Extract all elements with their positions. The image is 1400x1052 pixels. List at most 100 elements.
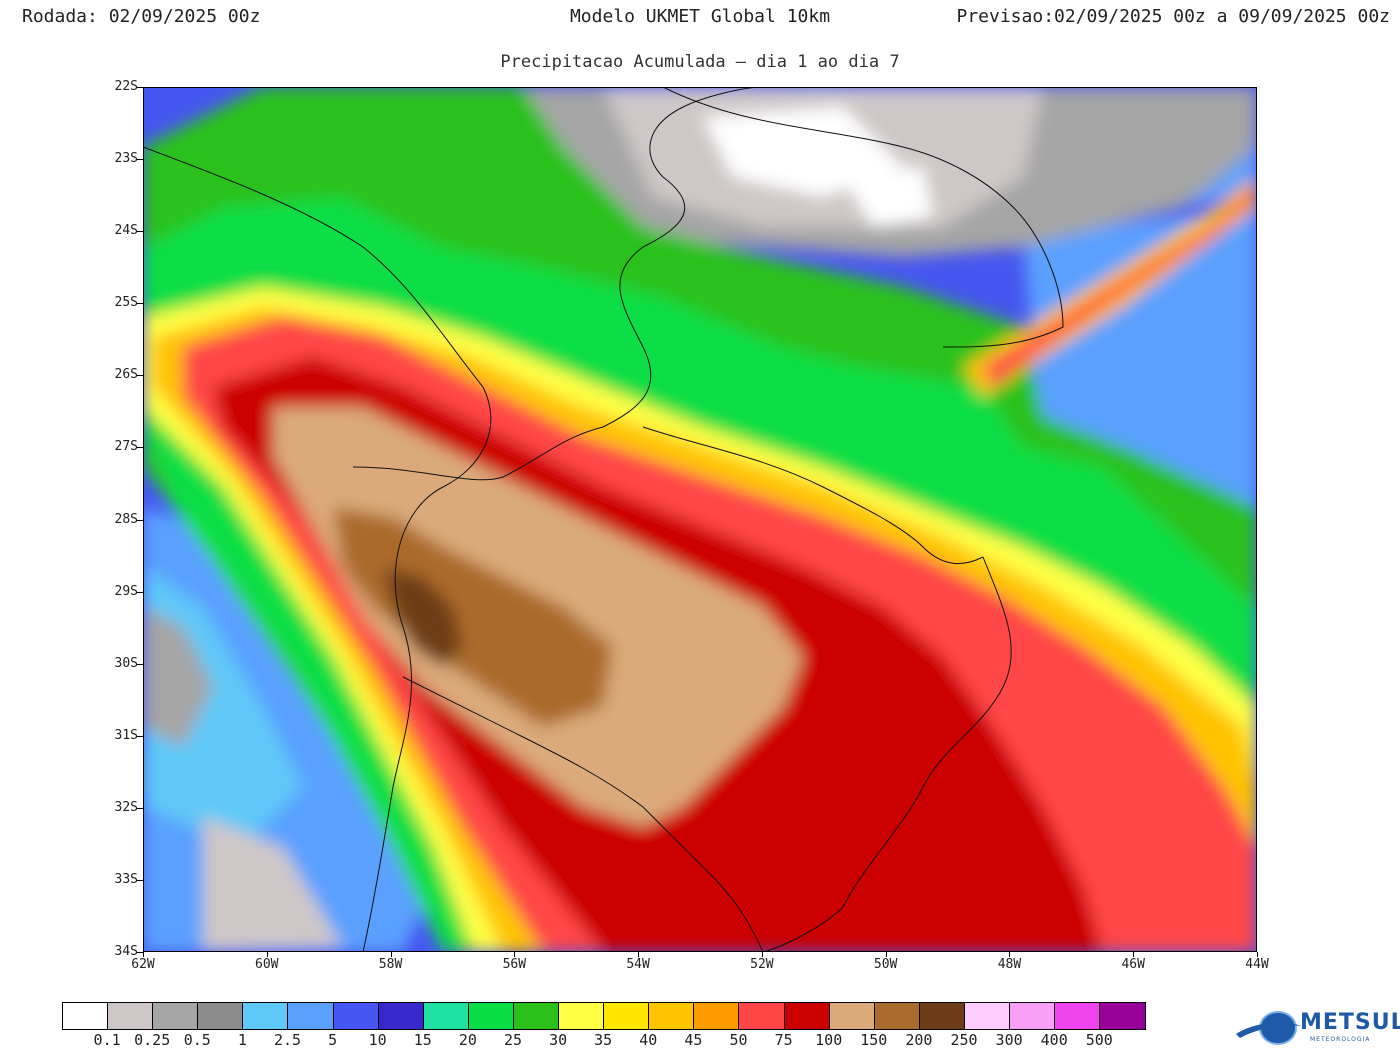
lon-label: 60W <box>255 957 279 972</box>
legend-label: 20 <box>458 1031 477 1049</box>
legend-swatch <box>63 1003 109 1029</box>
legend-swatch <box>604 1003 650 1029</box>
lon-tick <box>514 952 516 957</box>
lon-label: 52W <box>750 957 774 972</box>
legend-swatch <box>378 1003 424 1029</box>
legend-swatch <box>559 1003 605 1029</box>
previsao-label: Previsao:02/09/2025 00z a 09/09/2025 00z <box>957 6 1391 27</box>
lon-tick <box>390 952 392 957</box>
metsul-logo: METSUL METEOROLOGIA <box>1234 1008 1400 1048</box>
previsao-title: Previsao: <box>956 6 1055 27</box>
lon-tick <box>638 952 640 957</box>
lon-tick <box>143 952 144 957</box>
legend-swatch <box>1055 1003 1101 1029</box>
legend-swatch <box>874 1003 920 1029</box>
legend-label: 0.5 <box>183 1031 211 1049</box>
lat-label: 23S <box>114 151 138 167</box>
legend-label: 400 <box>1040 1031 1068 1049</box>
lat-label: 31S <box>114 727 138 743</box>
lat-tick <box>137 231 143 233</box>
legend-swatch <box>288 1003 334 1029</box>
legend-swatch <box>153 1003 199 1029</box>
legend-swatch <box>1009 1003 1056 1029</box>
lon-tick <box>1009 952 1011 957</box>
legend-label: 25 <box>503 1031 523 1049</box>
lat-tick <box>137 663 143 665</box>
lon-label: 46W <box>1121 957 1145 972</box>
legend-swatch <box>784 1003 830 1029</box>
lat-label: 27S <box>114 439 138 455</box>
legend-swatch <box>919 1003 965 1029</box>
lon-label: 56W <box>502 957 527 972</box>
legend-label: 40 <box>639 1031 658 1049</box>
legend-swatch <box>468 1003 514 1029</box>
rodada-label: Rodada: 02/09/2025 00z <box>22 6 260 27</box>
legend-label: 35 <box>594 1031 613 1049</box>
legend-swatch <box>513 1003 560 1029</box>
color-scale-legend <box>62 1002 1147 1030</box>
legend-swatch <box>739 1003 785 1029</box>
lat-tick <box>137 87 143 88</box>
lon-tick <box>1133 952 1135 957</box>
lat-tick <box>137 879 143 881</box>
logo-subtext: METEOROLOGIA <box>1310 1036 1371 1043</box>
lon-tick <box>761 952 763 957</box>
legend-label: 300 <box>995 1031 1023 1049</box>
lat-label: 34S <box>114 944 138 959</box>
lat-label: 33S <box>114 871 138 887</box>
rodada-title: Rodada: <box>22 6 98 27</box>
legend-label: 2.5 <box>273 1031 302 1049</box>
legend-swatch <box>649 1003 695 1029</box>
lat-tick <box>137 303 143 305</box>
lat-tick <box>137 375 143 377</box>
legend-label: 5 <box>328 1031 338 1049</box>
legend-label: 50 <box>729 1031 748 1049</box>
lon-label: 62W <box>131 957 155 972</box>
lat-label: 30S <box>114 655 138 671</box>
lat-label: 24S <box>114 223 138 239</box>
lat-label: 29S <box>114 583 138 599</box>
lon-label: 50W <box>873 957 898 972</box>
legend-label: 75 <box>774 1031 793 1049</box>
lat-tick <box>137 447 143 449</box>
legend-label: 250 <box>950 1031 978 1049</box>
rodada-date: 02/09/2025 00z <box>108 6 261 27</box>
lat-label: 26S <box>114 367 138 383</box>
lon-tick <box>885 952 887 957</box>
legend-swatch <box>243 1003 289 1029</box>
legend-swatch <box>964 1003 1010 1029</box>
legend-swatch <box>1100 1003 1146 1029</box>
logo-text: METSUL <box>1300 1010 1400 1035</box>
legend-label: 15 <box>413 1031 432 1049</box>
legend-label: 200 <box>905 1031 933 1049</box>
legend-label: 45 <box>684 1031 703 1049</box>
lon-label: 44W <box>1245 957 1269 972</box>
lon-tick <box>266 952 268 957</box>
legend-label: 30 <box>549 1031 568 1049</box>
legend-swatch <box>423 1003 469 1029</box>
precipitation-map <box>143 87 1257 952</box>
legend-label: 150 <box>860 1031 888 1049</box>
legend-label: 500 <box>1085 1031 1113 1049</box>
lat-tick <box>137 952 143 953</box>
lat-tick <box>137 159 143 161</box>
legend-swatch <box>694 1003 740 1029</box>
legend-label: 0.25 <box>134 1031 171 1049</box>
lon-label: 58W <box>378 957 403 972</box>
legend-swatch <box>333 1003 379 1029</box>
lat-label: 28S <box>114 511 138 527</box>
lat-tick <box>137 519 143 521</box>
lon-label: 48W <box>997 957 1022 972</box>
lat-tick <box>137 807 143 809</box>
lat-label: 22S <box>114 79 138 94</box>
legend-swatch <box>198 1003 244 1029</box>
model-title: Modelo UKMET Global 10km <box>569 6 831 27</box>
lat-tick <box>137 591 143 593</box>
lon-label: 54W <box>626 957 650 972</box>
legend-label: 0.1 <box>93 1031 121 1049</box>
lon-tick <box>1257 952 1258 957</box>
legend-swatch <box>829 1003 875 1029</box>
previsao-range: 02/09/2025 00z a 09/09/2025 00z <box>1054 6 1390 27</box>
map-subtitle: Precipitacao Acumulada — dia 1 ao dia 7 <box>500 52 900 72</box>
legend-swatch <box>108 1003 154 1029</box>
